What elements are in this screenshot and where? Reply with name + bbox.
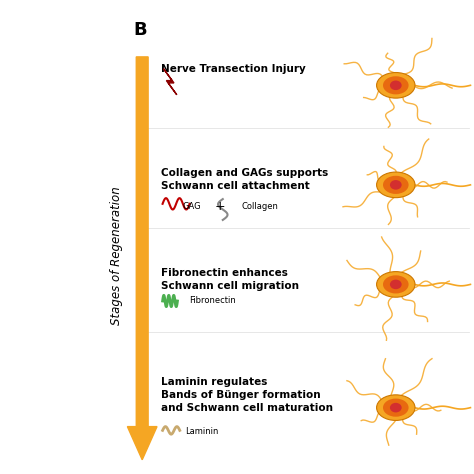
Text: Fibronectin: Fibronectin [190, 297, 237, 305]
Ellipse shape [376, 395, 415, 420]
Ellipse shape [376, 272, 415, 297]
Ellipse shape [376, 172, 415, 198]
Ellipse shape [383, 275, 409, 293]
Ellipse shape [390, 403, 401, 412]
Ellipse shape [376, 73, 415, 98]
Ellipse shape [383, 176, 409, 194]
Text: Collagen and GAGs supports
Schwann cell attachment: Collagen and GAGs supports Schwann cell … [161, 168, 328, 191]
Ellipse shape [390, 280, 401, 289]
Text: +: + [215, 200, 226, 213]
Ellipse shape [390, 81, 401, 90]
Text: Collagen: Collagen [242, 202, 279, 210]
Text: GAG: GAG [182, 202, 201, 210]
Text: Nerve Transection Injury: Nerve Transection Injury [161, 64, 306, 74]
Text: Laminin: Laminin [185, 427, 218, 436]
Ellipse shape [383, 76, 409, 94]
FancyArrow shape [128, 57, 157, 460]
Text: Laminin regulates
Bands of Bünger formation
and Schwann cell maturation: Laminin regulates Bands of Bünger format… [161, 377, 333, 413]
Ellipse shape [383, 399, 409, 417]
Text: Fibronectin enhances
Schwann cell migration: Fibronectin enhances Schwann cell migrat… [161, 268, 299, 291]
Polygon shape [164, 69, 177, 95]
Text: B: B [133, 21, 146, 39]
Text: Stages of Regeneration: Stages of Regeneration [109, 187, 123, 325]
Ellipse shape [390, 180, 401, 190]
